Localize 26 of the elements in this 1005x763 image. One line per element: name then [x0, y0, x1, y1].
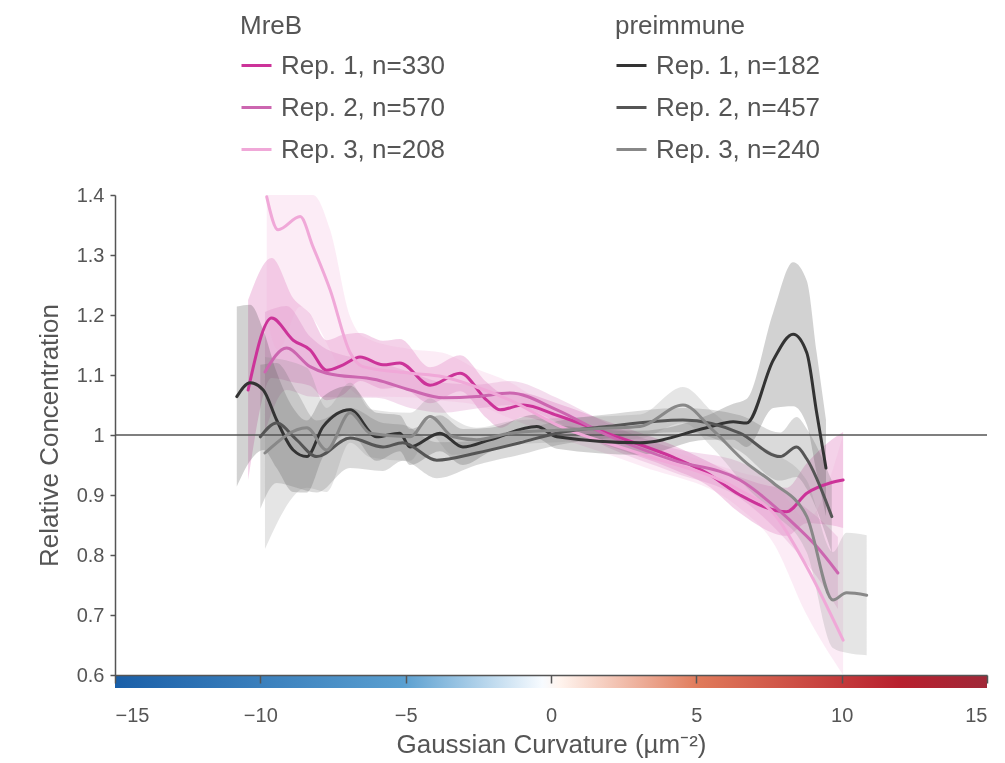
y-tick-label: 0.6 [76, 663, 105, 686]
legend-label: Rep. 1, n=330 [281, 49, 446, 80]
legend-label: Rep. 1, n=182 [656, 49, 821, 80]
y-tick-label: 0.8 [76, 543, 105, 566]
y-tick-label: 1.3 [76, 243, 105, 266]
y-tick-label: 1.2 [76, 303, 105, 326]
x-tick-label: −5 [394, 703, 418, 726]
y-tick-label: 0.7 [76, 603, 105, 626]
x-axis-title: Gaussian Curvature (µm⁻²) [396, 728, 707, 759]
text: MreB [240, 10, 303, 40]
legend-label: Rep. 2, n=457 [656, 91, 821, 122]
legend-label: Rep. 3, n=208 [281, 133, 446, 164]
x-tick-label: 10 [831, 703, 854, 726]
x-tick-label: 5 [691, 703, 703, 726]
x-tick-label: −15 [115, 703, 150, 726]
y-tick-label: 0.9 [76, 483, 105, 506]
x-tick-label: 15 [965, 703, 988, 726]
legend-label: Rep. 3, n=240 [656, 133, 821, 164]
text: preimmune [615, 10, 746, 40]
y-tick-label: 1 [93, 423, 105, 446]
legend-label: Rep. 2, n=570 [281, 91, 446, 122]
x-tick-label: 0 [545, 703, 558, 726]
y-axis-title: Relative Concentration [33, 303, 64, 568]
y-tick-label: 1.1 [76, 363, 105, 386]
x-tick-label: −10 [243, 703, 278, 726]
y-tick-label: 1.4 [76, 183, 105, 206]
